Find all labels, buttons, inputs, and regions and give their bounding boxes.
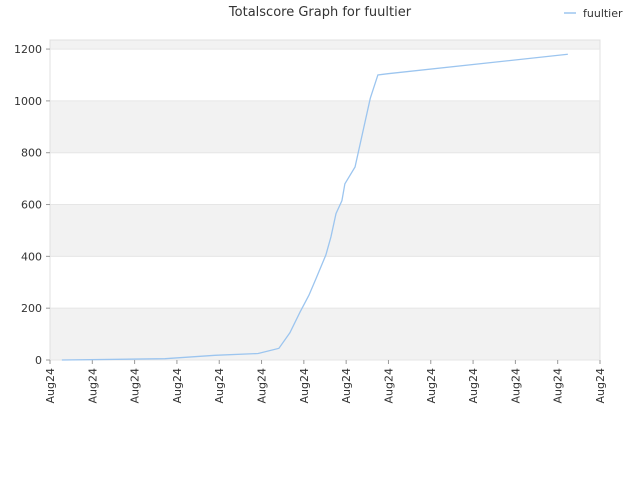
grid-band	[50, 152, 600, 205]
x-tick-label: Aug24	[298, 368, 311, 403]
grid-band	[50, 204, 600, 257]
x-tick-label: Aug24	[171, 368, 184, 403]
legend-label: fuultier	[583, 7, 623, 20]
grid-band	[50, 40, 600, 50]
x-tick-label: Aug24	[213, 368, 226, 403]
y-tick-label: 600	[21, 199, 42, 212]
grid-band	[50, 256, 600, 309]
x-tick-label: Aug24	[129, 368, 142, 403]
x-tick-label: Aug24	[256, 368, 269, 403]
y-tick-label: 200	[21, 302, 42, 315]
grid-band	[50, 49, 600, 101]
grid-band	[50, 308, 600, 360]
y-tick-label: 0	[35, 354, 42, 367]
y-tick-label: 1000	[14, 95, 42, 108]
x-tick-label: Aug24	[340, 368, 353, 403]
x-tick-label: Aug24	[467, 368, 480, 403]
y-tick-label: 1200	[14, 43, 42, 56]
x-tick-label: Aug24	[509, 368, 522, 403]
series-line	[61, 53, 568, 361]
grid-band	[50, 100, 600, 153]
x-tick-label: Aug24	[382, 368, 395, 403]
y-tick-label: 400	[21, 250, 42, 263]
x-tick-label: Aug24	[425, 368, 438, 403]
x-tick-label: Aug24	[552, 368, 565, 403]
x-tick-label: Aug24	[44, 368, 57, 403]
x-tick-label: Aug24	[594, 368, 607, 403]
y-tick-label: 800	[21, 147, 42, 160]
chart-title: Totalscore Graph for fuultier	[228, 5, 412, 20]
x-tick-label: Aug24	[86, 368, 99, 403]
